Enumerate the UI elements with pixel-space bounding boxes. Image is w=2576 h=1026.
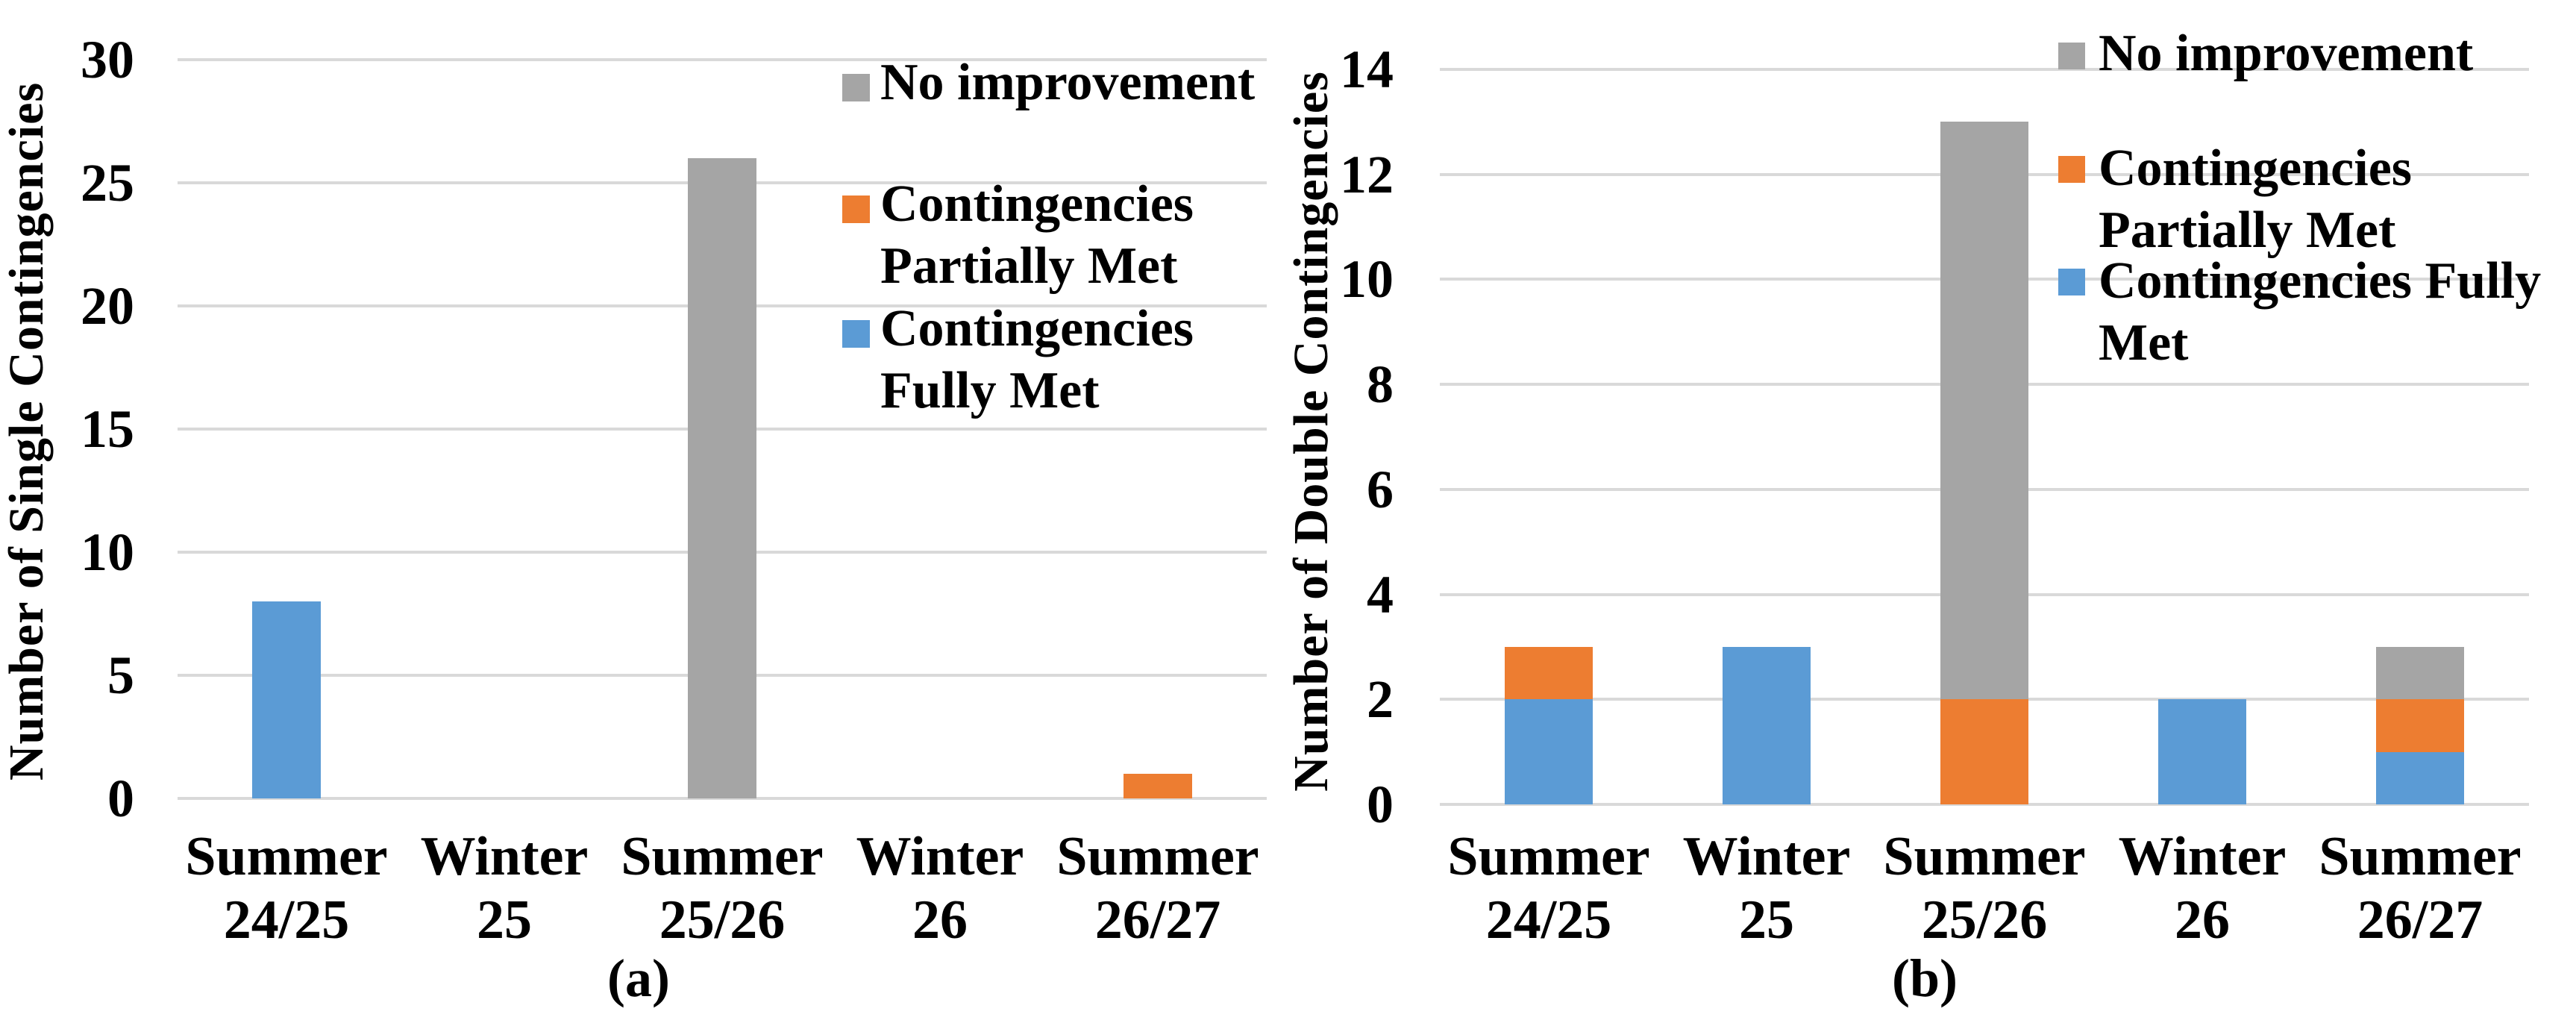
legend-swatch-blue	[842, 320, 870, 348]
y-tick-label: 8	[1367, 354, 1394, 414]
legend-label-line: No improvement	[2099, 25, 2474, 82]
bar-segment-gray	[1940, 122, 2028, 699]
y-tick-label: 10	[81, 522, 134, 582]
y-tick-label: 4	[1367, 565, 1394, 625]
legend-label-line: Partially Met	[880, 237, 1178, 295]
bar-segment-orange	[1940, 699, 2028, 804]
x-tick-label: Summer 24/25	[1422, 825, 1676, 952]
x-tick-label-line: 24/25	[1485, 889, 1612, 951]
bar-segment-orange	[1505, 647, 1593, 699]
gridline	[178, 58, 1267, 61]
x-tick-label-line: 26	[912, 889, 968, 951]
x-tick-label-line: 25/26	[1921, 889, 2048, 951]
legend-label-line: Contingencies	[2099, 140, 2412, 197]
x-tick-label-line: Summer	[1883, 826, 2086, 887]
bar-segment-blue	[252, 601, 321, 798]
x-tick-label: Summer 25/26	[1858, 825, 2111, 952]
legend-swatch-gray	[842, 74, 870, 101]
gridline	[178, 797, 1267, 800]
bar-segment-blue	[1723, 647, 1811, 804]
x-tick-label-line: Winter	[420, 826, 589, 887]
bar-segment-orange	[1124, 774, 1192, 798]
legend-label-line: No improvement	[880, 54, 1256, 111]
x-tick-label: Winter 26	[2075, 825, 2329, 952]
bar-segment-orange	[2376, 699, 2464, 752]
x-tick-label-line: 25	[477, 889, 532, 951]
x-tick-label: Summer 24/25	[160, 825, 413, 952]
x-tick-label-line: Summer	[1447, 826, 1650, 887]
bar-segment-blue	[1505, 699, 1593, 804]
y-tick-label: 15	[81, 399, 134, 459]
y-tick-label: 20	[81, 276, 134, 336]
legend-label-line: Fully Met	[880, 361, 1100, 419]
y-tick-label: 10	[1340, 249, 1394, 309]
legend-label-line: Met	[2099, 313, 2189, 372]
bar-segment-blue	[2158, 699, 2246, 804]
gridline	[1440, 68, 2529, 71]
x-tick-label-line: 24/25	[223, 889, 350, 951]
legend-swatch-gray	[2058, 43, 2085, 69]
x-tick-label: Summer 26/27	[1031, 825, 1285, 952]
gridline	[1440, 803, 2529, 806]
legend-swatch-orange	[2058, 156, 2085, 183]
x-tick-label-line: Summer	[185, 826, 388, 887]
legend-label-line: Contingencies	[880, 175, 1194, 233]
y-tick-label: 0	[107, 769, 134, 828]
bar-segment-gray	[2376, 647, 2464, 699]
x-tick-label-line: Summer	[2319, 826, 2522, 887]
y-tick-label: 0	[1367, 775, 1394, 834]
x-tick-label-line: Winter	[856, 826, 1024, 887]
y-tick-label: 25	[81, 153, 134, 213]
x-tick-label-line: 26/27	[2357, 889, 2483, 951]
legend-swatch-orange	[842, 195, 870, 223]
x-tick-label: Winter 26	[813, 825, 1067, 952]
x-tick-label-line: Winter	[1682, 826, 1851, 887]
x-tick-label-line: 25/26	[659, 889, 786, 951]
legend-label-line: Partially Met	[2099, 201, 2396, 259]
x-tick-label-line: Summer	[621, 826, 824, 887]
y-tick-label: 6	[1367, 460, 1394, 519]
x-tick-label: Winter 25	[1640, 825, 1893, 952]
chart-caption: (a)	[607, 948, 670, 1008]
legend-label: Contingencies Partially Met	[2099, 138, 2412, 261]
y-tick-label: 12	[1340, 145, 1394, 204]
legend-label: No improvement	[2099, 23, 2473, 85]
bar-segment-gray	[688, 158, 756, 798]
x-tick-label: Summer 25/26	[595, 825, 849, 952]
legend-label: Contingencies Fully Met	[880, 298, 1194, 422]
legend-swatch-blue	[2058, 269, 2085, 295]
y-tick-label: 30	[81, 30, 134, 90]
legend-label: Contingencies Fully Met	[2099, 251, 2541, 374]
x-tick-label-line: Summer	[1056, 826, 1259, 887]
legend-label-line: Contingencies Fully	[2099, 252, 2542, 310]
chart-caption: (b)	[1892, 948, 1958, 1008]
y-tick-label: 2	[1367, 669, 1394, 729]
x-tick-label: Summer 26/27	[2293, 825, 2547, 952]
x-tick-label: Winter 25	[377, 825, 631, 952]
legend-label: No improvement	[880, 52, 1255, 114]
x-tick-label-line: 25	[1739, 889, 1794, 951]
y-tick-label: 14	[1340, 40, 1394, 99]
legend-label-line: Contingencies	[880, 300, 1194, 357]
y-tick-label: 5	[107, 645, 134, 705]
x-tick-label-line: Winter	[2118, 826, 2287, 887]
legend-label: Contingencies Partially Met	[880, 174, 1194, 297]
bar-segment-blue	[2376, 752, 2464, 804]
x-tick-label-line: 26	[2175, 889, 2230, 951]
x-tick-label-line: 26/27	[1094, 889, 1221, 951]
